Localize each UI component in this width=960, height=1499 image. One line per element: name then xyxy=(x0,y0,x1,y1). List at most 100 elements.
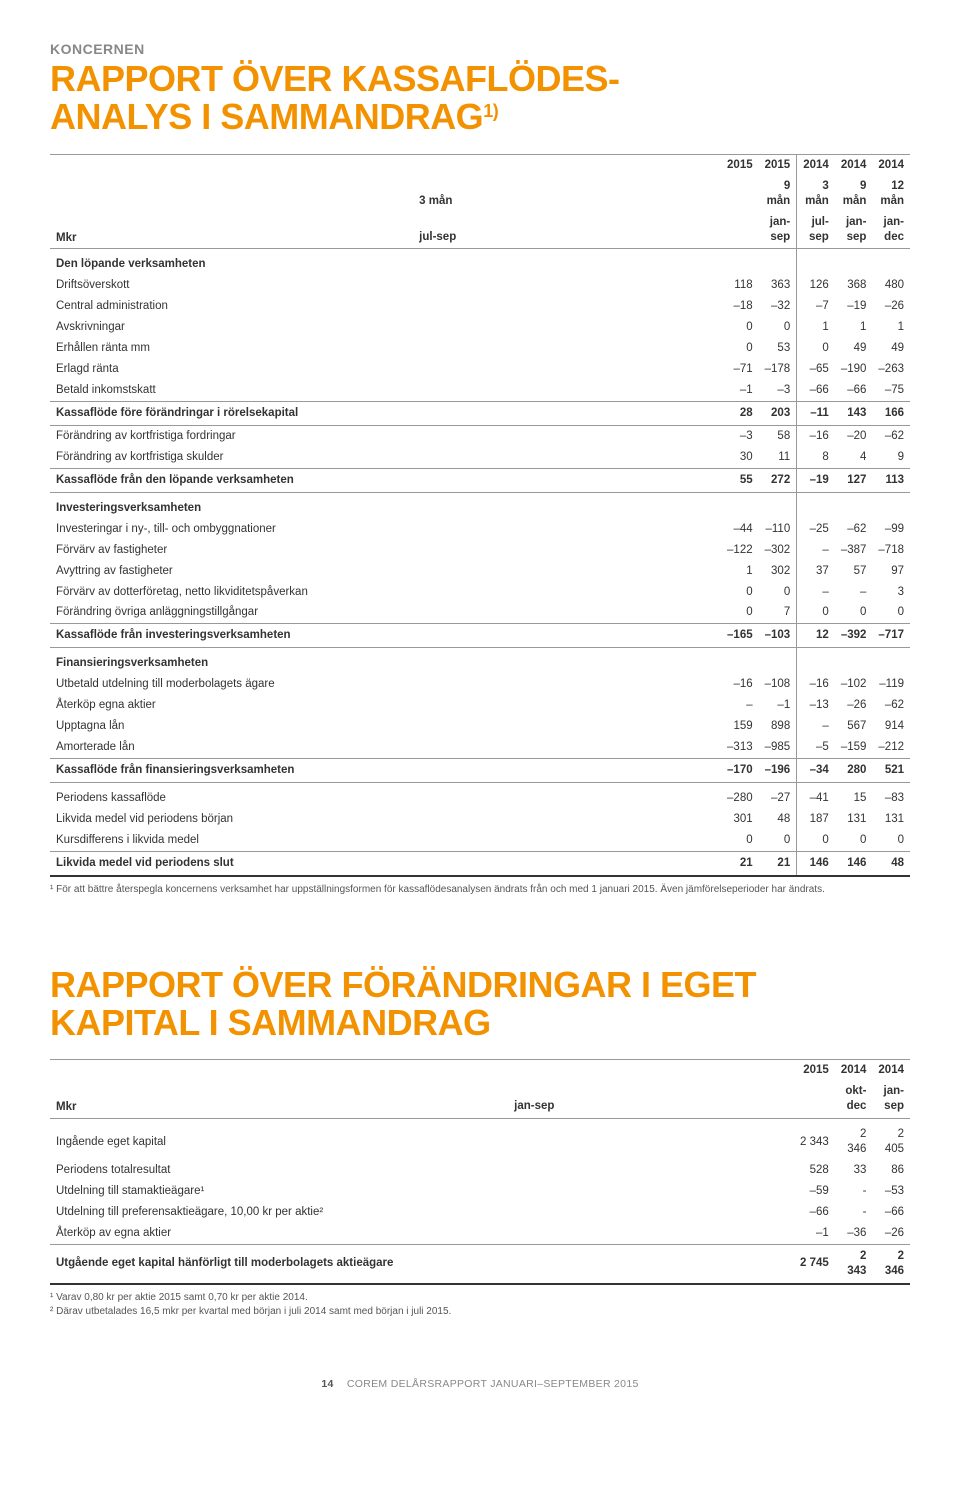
cell: 30 xyxy=(413,447,758,468)
cell: 143 xyxy=(835,402,873,426)
cell: 2 346 xyxy=(872,1244,910,1283)
cell: 1 xyxy=(797,317,835,338)
row-label: Driftsöverskott xyxy=(50,275,413,296)
cell: 28 xyxy=(413,402,758,426)
cell: 2 745 xyxy=(508,1244,835,1283)
cell: –122 xyxy=(413,540,758,561)
cell xyxy=(759,492,797,518)
table-row: Utdelning till stamaktieägare¹–59-–53 xyxy=(50,1181,910,1202)
cell: 301 xyxy=(413,809,758,830)
row-label: Investeringar i ny-, till- och ombyggnat… xyxy=(50,519,413,540)
cell: –3 xyxy=(413,425,758,446)
equity-tbody: Ingående eget kapital2 3432 3462 405Peri… xyxy=(50,1119,910,1284)
cell: 146 xyxy=(797,851,835,875)
cell: – xyxy=(413,695,758,716)
cell: –99 xyxy=(872,519,910,540)
table2-footnote-1: ¹ Varav 0,80 kr per aktie 2015 samt 0,70… xyxy=(50,1291,910,1304)
cell xyxy=(835,648,873,674)
table-row: Förvärv av fastigheter–122–302––387–718 xyxy=(50,540,910,561)
cell: 166 xyxy=(872,402,910,426)
cell: –26 xyxy=(835,695,873,716)
cell: –280 xyxy=(413,782,758,808)
table-row: Utgående eget kapital hänförligt till mo… xyxy=(50,1244,910,1283)
col-year-0: 2015 xyxy=(413,154,758,175)
table-row: Utdelning till preferensaktieägare, 10,0… xyxy=(50,1202,910,1223)
col-period-0: 3 mån xyxy=(413,176,758,212)
cell: 0 xyxy=(759,317,797,338)
cell: –102 xyxy=(835,674,873,695)
cell: –717 xyxy=(872,624,910,648)
col-year-1: 2015 xyxy=(759,154,797,175)
row-label: Utdelning till preferensaktieägare, 10,0… xyxy=(50,1202,508,1223)
t2-col-range-1: okt-dec xyxy=(835,1081,873,1118)
cell: 97 xyxy=(872,561,910,582)
table-row: Investeringsverksamheten xyxy=(50,492,910,518)
row-label: Betald inkomstskatt xyxy=(50,380,413,401)
table-row: Likvida medel vid periodens början301481… xyxy=(50,809,910,830)
cell: –34 xyxy=(797,759,835,783)
t2-col-range-0: jan-sep xyxy=(508,1081,835,1118)
cell: 2 343 xyxy=(508,1119,835,1160)
cell xyxy=(759,648,797,674)
cell: 1 xyxy=(835,317,873,338)
cell: –11 xyxy=(797,402,835,426)
table1-footnote: ¹ För att bättre återspegla koncernens v… xyxy=(50,883,910,896)
table-row: Periodens kassaflöde–280–27–4115–83 xyxy=(50,782,910,808)
title2-line1: RAPPORT ÖVER FÖRÄNDRINGAR I EGET xyxy=(50,964,756,1005)
cell xyxy=(797,249,835,275)
cell: 0 xyxy=(413,317,758,338)
cell: 33 xyxy=(835,1160,873,1181)
table-row: Kassaflöde från finansieringsverksamhete… xyxy=(50,759,910,783)
table-row: Ingående eget kapital2 3432 3462 405 xyxy=(50,1119,910,1160)
cell: –302 xyxy=(759,540,797,561)
cell: –62 xyxy=(872,695,910,716)
cell: 914 xyxy=(872,716,910,737)
col-range-0: jul-sep xyxy=(413,212,758,249)
cell: –41 xyxy=(797,782,835,808)
cell: 12 xyxy=(797,624,835,648)
cell: 0 xyxy=(413,582,758,603)
t2-col-year-2: 2014 xyxy=(872,1060,910,1081)
cell: 0 xyxy=(872,602,910,623)
cell: –190 xyxy=(835,359,873,380)
cell: 1 xyxy=(872,317,910,338)
table-row: Erhållen ränta mm05304949 xyxy=(50,338,910,359)
equity-thead: Mkr 2015 2014 2014 jan-sep okt-dec jan-s… xyxy=(50,1060,910,1119)
row-label: Avskrivningar xyxy=(50,317,413,338)
row-label: Likvida medel vid periodens början xyxy=(50,809,413,830)
row-label: Utbetald utdelning till moderbolagets äg… xyxy=(50,674,413,695)
row-label: Erlagd ränta xyxy=(50,359,413,380)
cell xyxy=(872,648,910,674)
table-row: Betald inkomstskatt–1–3–66–66–75 xyxy=(50,380,910,401)
cell: –196 xyxy=(759,759,797,783)
cell: - xyxy=(835,1202,873,1223)
cell xyxy=(872,492,910,518)
cell: 48 xyxy=(759,809,797,830)
cell xyxy=(413,648,758,674)
table-row: Driftsöverskott118363126368480 xyxy=(50,275,910,296)
cell: –71 xyxy=(413,359,758,380)
cashflow-tbody: Den löpande verksamhetenDriftsöverskott1… xyxy=(50,249,910,876)
equity-table: Mkr 2015 2014 2014 jan-sep okt-dec jan-s… xyxy=(50,1059,910,1284)
row-label: Förändring övriga anläggningstillgångar xyxy=(50,602,413,623)
cell: –1 xyxy=(759,695,797,716)
row-label: Kassaflöde före förändringar i rörelseka… xyxy=(50,402,413,426)
row-label: Periodens kassaflöde xyxy=(50,782,413,808)
cell: –20 xyxy=(835,425,873,446)
cell xyxy=(413,249,758,275)
row-label: Kassaflöde från finansieringsverksamhete… xyxy=(50,759,413,783)
cell xyxy=(413,492,758,518)
cell xyxy=(872,249,910,275)
table-row: Förändring av kortfristiga fordringar–35… xyxy=(50,425,910,446)
cell: 280 xyxy=(835,759,873,783)
cell: –83 xyxy=(872,782,910,808)
cell: –16 xyxy=(413,674,758,695)
table-row: Erlagd ränta–71–178–65–190–263 xyxy=(50,359,910,380)
cell: 363 xyxy=(759,275,797,296)
col-range-4: jan-dec xyxy=(872,212,910,249)
cell: –16 xyxy=(797,425,835,446)
cell: 15 xyxy=(835,782,873,808)
title1-sup: 1) xyxy=(483,101,498,121)
cell: –59 xyxy=(508,1181,835,1202)
table-row: Investeringar i ny-, till- och ombyggnat… xyxy=(50,519,910,540)
